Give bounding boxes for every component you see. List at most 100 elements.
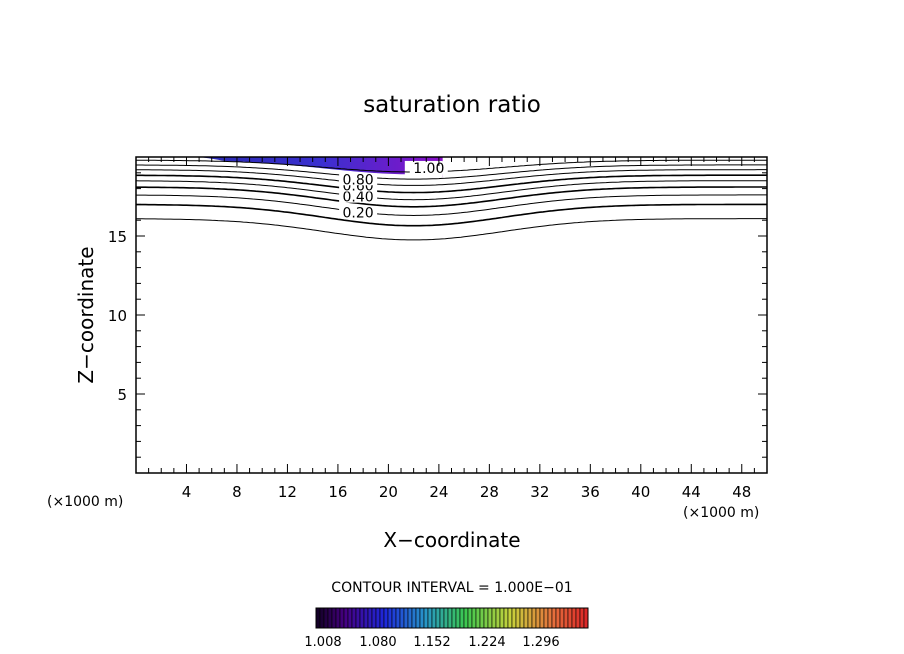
contour-line — [136, 159, 767, 173]
colorbar-label: 1.152 — [413, 635, 450, 650]
colorbar-swatch — [451, 607, 457, 629]
x-tick-label: 16 — [328, 483, 347, 501]
colorbar-swatch — [427, 607, 433, 629]
contour-label: 0.80 — [343, 172, 374, 188]
colorbar-swatch — [463, 607, 469, 629]
y-tick-label: 15 — [108, 228, 127, 246]
contour-line — [135, 180, 767, 201]
x-tick-label: 12 — [278, 483, 297, 501]
colorbar-swatch — [411, 607, 417, 629]
y-axis-ticks: 5 10 15 — [108, 172, 767, 458]
colorbar-swatch — [503, 607, 509, 629]
x-tick-label: 4 — [182, 483, 192, 501]
contour-line — [136, 203, 767, 227]
colorbar-swatch — [535, 607, 541, 629]
colorbar-swatch — [543, 607, 549, 629]
colorbar-swatch — [559, 607, 565, 629]
colorbar-swatch — [583, 607, 589, 629]
colorbar-swatch — [575, 607, 581, 629]
colorbar-swatch — [571, 607, 577, 629]
colorbar-swatch — [423, 607, 429, 629]
y-tick-label: 5 — [117, 386, 127, 404]
y-tick-label: 10 — [108, 307, 127, 325]
colorbar-swatch — [447, 607, 453, 629]
contour-label-bg — [339, 190, 378, 203]
contour-label-bg — [339, 173, 378, 186]
contour-line — [136, 194, 767, 217]
colorbar-swatch — [407, 607, 413, 629]
colorbar-swatch — [383, 607, 389, 629]
colorbar-swatch — [327, 607, 333, 629]
colorbar-swatch — [379, 607, 385, 629]
colorbar-swatch — [431, 607, 437, 629]
z-axis-units: (×1000 m) — [47, 494, 123, 510]
x-tick-label: 36 — [581, 483, 600, 501]
colorbar-swatch — [563, 607, 569, 629]
colorbar-swatch — [483, 607, 489, 629]
contour-line — [136, 174, 767, 194]
colorbar-swatch — [551, 607, 557, 629]
x-tick-label: 20 — [379, 483, 398, 501]
colorbar-swatch — [375, 607, 381, 629]
colorbar-swatch — [539, 607, 545, 629]
colorbar-swatch — [455, 607, 461, 629]
contour-line — [136, 218, 767, 241]
colorbar-swatch — [499, 607, 505, 629]
colorbar-swatch — [495, 607, 501, 629]
colorbar-swatch — [399, 607, 405, 629]
chart-title: saturation ratio — [363, 92, 541, 118]
colorbar-swatch — [319, 607, 325, 629]
x-axis-title: X−coordinate — [383, 528, 520, 552]
colorbar-swatch — [567, 607, 573, 629]
colorbar-swatch — [459, 607, 465, 629]
colorbar-swatch — [391, 607, 397, 629]
colorbar-swatch — [339, 607, 345, 629]
contour-interval-note: CONTOUR INTERVAL = 1.000E−01 — [331, 580, 572, 596]
colorbar-swatch — [359, 607, 365, 629]
colorbar-label: 1.224 — [468, 635, 505, 650]
x-tick-label: 8 — [232, 483, 242, 501]
colorbar-swatch — [519, 607, 525, 629]
contour-label: 1.00 — [413, 161, 444, 177]
x-tick-label: 48 — [732, 483, 751, 501]
x-axis-units: (×1000 m) — [683, 505, 759, 521]
contour-label: 0.20 — [343, 205, 374, 221]
colorbar-swatch — [367, 607, 373, 629]
colorbar-swatch — [435, 607, 441, 629]
x-tick-label: 24 — [429, 483, 448, 501]
colorbar-swatch — [439, 607, 445, 629]
colorbar-frame — [315, 607, 589, 629]
colorbar-swatch — [419, 607, 425, 629]
contour-label-bg — [409, 162, 448, 175]
colorbar-swatch — [579, 607, 585, 629]
colorbar-swatch — [355, 607, 361, 629]
colorbar-label: 1.008 — [304, 635, 341, 650]
x-axis-ticks: 4 8 12 16 20 24 28 32 36 40 44 48 — [148, 157, 755, 501]
x-tick-label: 40 — [631, 483, 650, 501]
colorbar-swatch — [527, 607, 533, 629]
colorbar-swatch — [547, 607, 553, 629]
colorbar-swatch — [315, 607, 321, 629]
colorbar-swatch — [507, 607, 513, 629]
colorbar-swatch — [511, 607, 517, 629]
colorbar-swatch — [515, 607, 521, 629]
colorbar-labels: 1.008 1.080 1.152 1.224 1.296 — [304, 635, 559, 650]
contour-line — [136, 164, 767, 180]
colorbar-swatch — [403, 607, 409, 629]
colorbar-swatch — [555, 607, 561, 629]
colorbar-swatch — [443, 607, 449, 629]
colorbar-swatch — [531, 607, 537, 629]
x-tick-label: 32 — [530, 483, 549, 501]
colorbar-swatch — [395, 607, 401, 629]
colorbar-swatch — [371, 607, 377, 629]
colorbar-swatch — [351, 607, 357, 629]
colorbar-swatch — [415, 607, 421, 629]
colorbar-swatch — [323, 607, 329, 629]
y-axis-title: Z−coordinate — [74, 246, 98, 383]
colorbar-swatch — [343, 607, 349, 629]
colorbar-swatch — [467, 607, 473, 629]
colorbar — [315, 607, 589, 629]
colorbar-swatch — [471, 607, 477, 629]
contour-labels: 0.200.400.600.801.00 — [339, 161, 448, 221]
